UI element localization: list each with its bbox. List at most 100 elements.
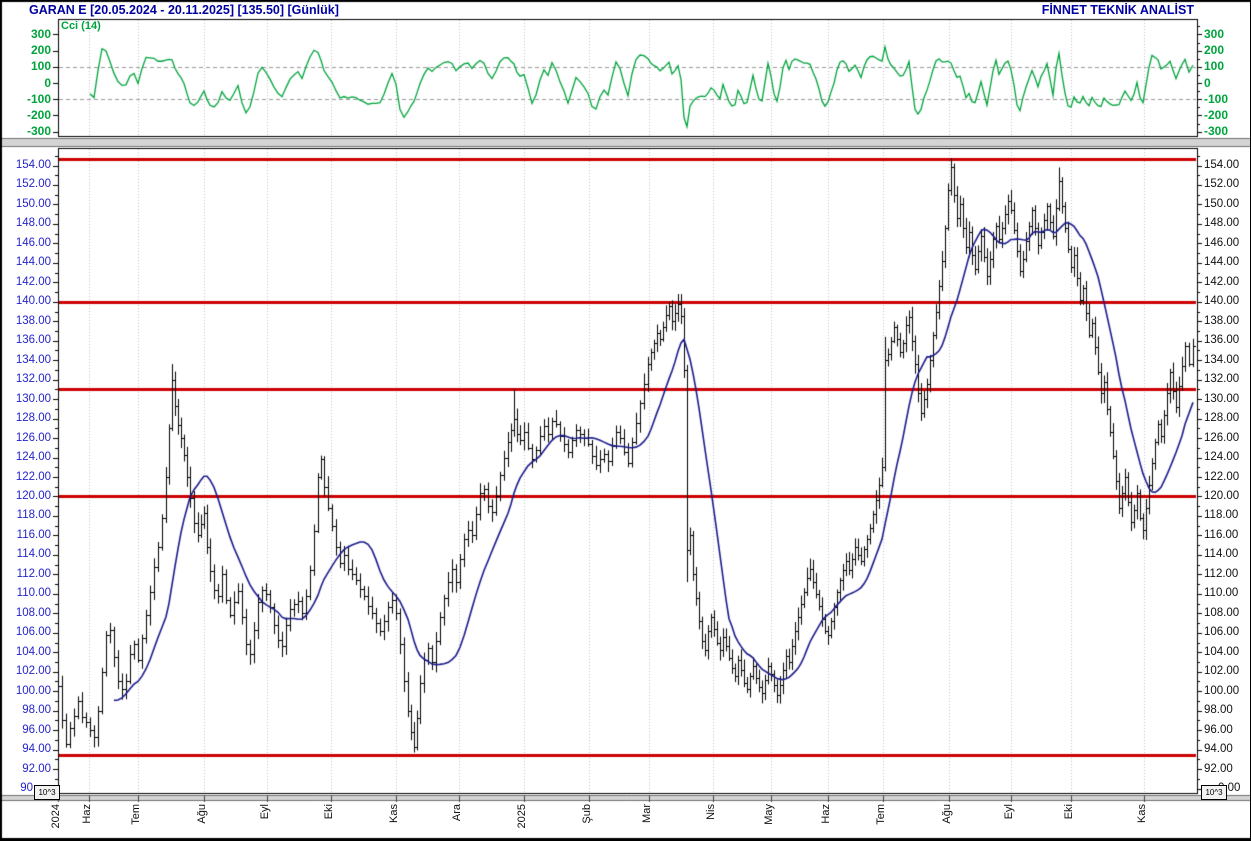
price-axis-label-right: 112.00: [1204, 567, 1239, 580]
price-axis-label-left: 130.00: [15, 392, 51, 405]
price-axis-label-left: 148.00: [15, 217, 51, 230]
cci-indicator-label: Cci (14): [61, 20, 101, 32]
price-axis-label-right: 114.00: [1204, 548, 1239, 561]
cci-axis-label-right: -200: [1204, 107, 1229, 122]
price-axis-label-right: 106.00: [1204, 626, 1240, 639]
cci-axis-label-left: -200: [26, 107, 51, 122]
price-axis-label-right: 128.00: [1204, 412, 1240, 425]
price-axis-label-left: 138.00: [15, 314, 51, 327]
x-axis-month-label: Tem: [130, 804, 142, 825]
price-axis-label-right: 142.00: [1204, 275, 1240, 288]
price-axis-label-right: 122.00: [1204, 470, 1240, 483]
price-axis-label-left: 152.00: [15, 178, 51, 191]
price-axis-label-right: 124.00: [1204, 451, 1240, 464]
price-axis-label-left: 142.00: [15, 275, 51, 288]
price-axis-label-right: 150.00: [1204, 197, 1240, 210]
price-axis-label-left: 92.00: [22, 762, 51, 775]
x-axis-month-label: Eki: [323, 804, 335, 820]
volume-scale-box-left: 10^3: [34, 785, 60, 800]
x-axis-month-label: Ağu: [196, 804, 208, 824]
price-axis-label-left: 122.00: [15, 470, 51, 483]
x-axis-month-label: Kas: [388, 804, 400, 823]
price-axis-label-right: 104.00: [1204, 645, 1240, 658]
price-axis-label-right: 94.00: [1204, 743, 1233, 756]
price-axis-label-left: 116.00: [16, 528, 51, 541]
volume-scale-box-right: 10^3: [1201, 785, 1227, 800]
x-axis-month-label: Eyl: [259, 804, 271, 820]
x-axis-month-label: Eyl: [1003, 804, 1015, 820]
cci-axis-label-right: -300: [1204, 124, 1229, 139]
price-axis-label-right: 126.00: [1204, 431, 1240, 444]
cci-axis-label-right: 300: [1204, 26, 1225, 41]
price-axis-label-left: 120.00: [15, 489, 51, 502]
price-axis-label-left: 150.00: [15, 197, 51, 210]
price-axis-label-right: 140.00: [1204, 295, 1240, 308]
x-axis-month-label: Ara: [451, 804, 463, 822]
price-axis-label-left: 128.00: [15, 412, 51, 425]
price-axis-label-right: 96.00: [1204, 723, 1233, 736]
price-axis-label-left: 108.00: [15, 606, 51, 619]
price-axis-label-left: 106.00: [15, 626, 51, 639]
x-axis-month-label: Haz: [81, 804, 93, 824]
x-axis-month-label: 2024: [50, 804, 62, 829]
price-axis-label-right: 136.00: [1204, 334, 1240, 347]
chart-title: GARAN E [20.05.2024 - 20.11.2025] [135.5…: [29, 3, 339, 17]
cci-axis-label-left: 200: [30, 43, 51, 58]
x-axis-month-label: Eki: [1063, 804, 1075, 820]
price-axis-label-right: 100.00: [1204, 684, 1240, 697]
cci-axis-label-right: 100: [1204, 59, 1225, 74]
cci-axis-label-right: -100: [1204, 91, 1229, 106]
price-axis-label-right: 118.00: [1204, 509, 1239, 522]
price-axis-label-left: 112.00: [16, 567, 51, 580]
price-axis-label-left: 110.00: [16, 587, 51, 600]
price-axis-label-right: 146.00: [1204, 236, 1240, 249]
price-axis-label-left: 126.00: [15, 431, 51, 444]
cci-axis-label-right: 0: [1204, 75, 1211, 90]
x-axis-month-label: May: [763, 804, 775, 825]
x-axis-month-label: 2025: [516, 804, 528, 829]
price-axis-label-left: 132.00: [15, 373, 51, 386]
price-axis-label-right: 134.00: [1204, 353, 1240, 366]
price-axis-label-left: 124.00: [15, 451, 51, 464]
price-axis-label-right: 110.00: [1204, 587, 1239, 600]
x-axis-month-label: Tem: [875, 804, 887, 825]
price-axis-label-right: 138.00: [1204, 314, 1240, 327]
price-axis-label-right: 154.00: [1204, 159, 1240, 171]
price-axis-label-right: 152.00: [1204, 178, 1240, 191]
x-axis-month-label: Kas: [1136, 804, 1148, 823]
x-axis-month-label: Şub: [581, 804, 593, 824]
price-axis-label-right: 148.00: [1204, 217, 1240, 230]
price-axis-label-right: 102.00: [1204, 665, 1240, 678]
price-axis-label-left: 96.00: [22, 723, 51, 736]
price-axis-label-right: 98.00: [1204, 704, 1233, 717]
price-axis-label-left: 134.00: [15, 353, 51, 366]
cci-axis-label-left: 100: [30, 59, 51, 74]
cci-axis-label-left: 0: [44, 75, 51, 90]
price-axis-label-left: 104.00: [15, 645, 51, 658]
price-axis-label-right: 144.00: [1204, 256, 1240, 269]
price-axis-label-right: 116.00: [1204, 528, 1239, 541]
price-axis-label-left-bottom: 90: [20, 782, 33, 795]
price-axis-label-left: 102.00: [15, 665, 51, 678]
price-axis-label-left: 140.00: [15, 295, 51, 308]
cci-axis-label-left: -100: [26, 91, 51, 106]
price-axis-label-right: 108.00: [1204, 606, 1240, 619]
price-axis-label-left: 94.00: [22, 743, 51, 756]
price-axis-label-left: 136.00: [15, 334, 51, 347]
price-axis-label-left: 98.00: [22, 704, 51, 717]
x-axis-month-label: Haz: [820, 804, 832, 824]
app-title: FİNNET TEKNİK ANALİST: [1041, 3, 1194, 17]
price-axis-label-left: 100.00: [15, 684, 51, 697]
price-axis-label-left: 144.00: [15, 256, 51, 269]
x-axis-month-label: Mar: [641, 804, 653, 823]
x-axis-month-label: Nis: [705, 804, 717, 820]
price-axis-label-left: 154.00: [15, 159, 51, 171]
price-axis-label-right: 130.00: [1204, 392, 1240, 405]
cci-axis-label-right: 200: [1204, 43, 1225, 58]
price-axis-label-right: 120.00: [1204, 489, 1240, 502]
price-axis-label-left: 146.00: [15, 236, 51, 249]
price-axis-label-right: 132.00: [1204, 373, 1240, 386]
price-axis-label-left: 114.00: [16, 548, 51, 561]
